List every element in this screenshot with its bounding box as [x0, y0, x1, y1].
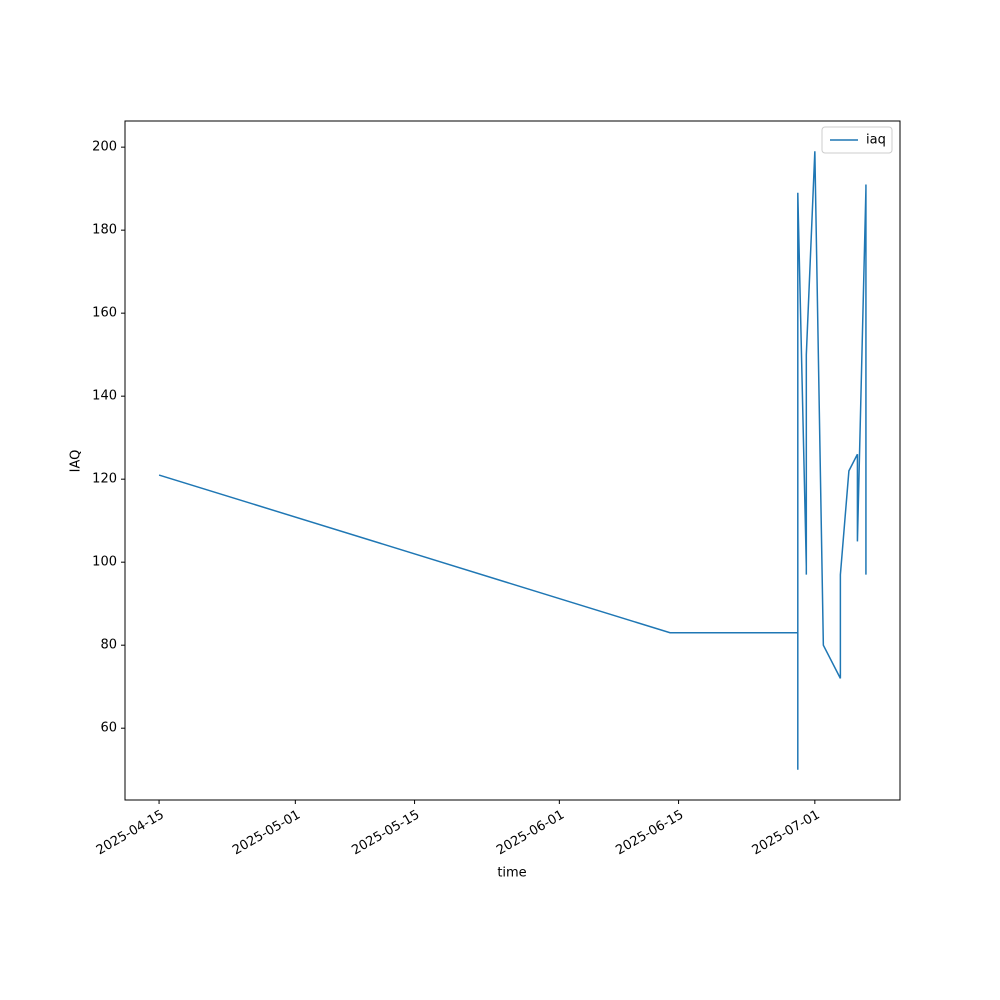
y-tick-label: 80: [100, 638, 117, 653]
x-tick-label: 2025-07-01: [750, 808, 823, 859]
data-line: [158, 151, 867, 770]
y-tick-label: 140: [92, 389, 117, 404]
y-tick-label: 200: [92, 140, 117, 155]
y-tick-label: 180: [92, 223, 117, 238]
x-tick-label: 2025-05-01: [230, 808, 303, 859]
x-tick-label: 2025-06-15: [613, 808, 686, 859]
x-tick-label: 2025-04-15: [94, 808, 167, 859]
y-tick-label: 100: [92, 555, 117, 570]
y-tick-label: 120: [92, 472, 117, 487]
y-tick-label: 160: [92, 306, 117, 321]
x-axis-label: time: [497, 866, 526, 881]
y-tick-label: 60: [100, 721, 117, 736]
y-axis-label: IAQ: [69, 450, 84, 473]
plot-frame: [124, 120, 901, 801]
legend-label: iaq: [866, 133, 886, 148]
x-tick-label: 2025-05-15: [349, 808, 422, 859]
x-tick-label: 2025-06-01: [494, 808, 567, 859]
